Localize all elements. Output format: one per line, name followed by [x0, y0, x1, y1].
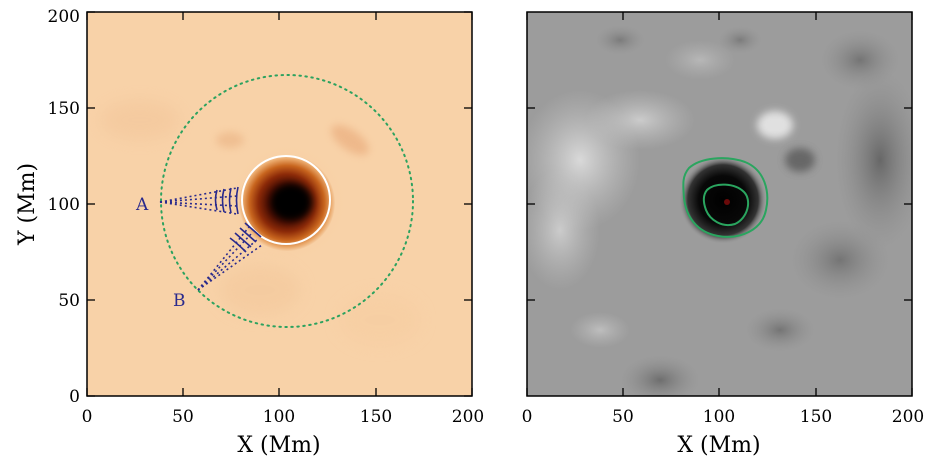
left-panel: A B 0 50 100 150 200 0 50 100 150 200 — [15, 7, 484, 458]
left-x-tick-50: 50 — [172, 407, 194, 427]
penumbra-boundary-circle — [241, 155, 331, 245]
right-x-axis-title: X (Mm) — [677, 433, 760, 458]
right-x-ticks — [526, 12, 913, 396]
outer-contour — [682, 157, 769, 238]
spot-center-marker — [724, 199, 730, 205]
umbra — [272, 184, 312, 220]
slit-fan-a — [159, 186, 239, 215]
slit-fan-b — [197, 222, 263, 291]
y-axis-title: Y (Mm) — [15, 163, 40, 246]
right-x-tick-150: 150 — [800, 407, 832, 427]
left-x-tick-0: 0 — [82, 407, 93, 427]
left-y-tick-0: 0 — [69, 387, 80, 407]
left-x-tick-200: 200 — [452, 407, 484, 427]
left-y-tick-150: 150 — [48, 99, 80, 119]
right-x-tick-0: 0 — [522, 407, 533, 427]
left-y-tick-200: 200 — [48, 7, 80, 27]
right-y-ticks — [527, 107, 912, 301]
left-y-tick-50: 50 — [58, 291, 80, 311]
right-panel: 0 50 100 150 200 X (Mm) — [522, 11, 924, 458]
right-x-tick-200: 200 — [892, 407, 924, 427]
left-x-ticks — [86, 12, 473, 396]
left-y-tick-100: 100 — [48, 195, 80, 215]
left-x-tick-100: 100 — [263, 407, 295, 427]
right-x-tick-50: 50 — [612, 407, 634, 427]
magnetogram-image — [527, 12, 912, 396]
magnetogram-spot — [679, 156, 767, 244]
label-b: B — [173, 291, 186, 311]
left-x-tick-150: 150 — [360, 407, 392, 427]
inner-contour — [702, 183, 750, 226]
left-y-ticks — [87, 11, 472, 397]
label-a: A — [135, 195, 149, 215]
left-x-axis-title: X (Mm) — [237, 433, 320, 458]
outer-dotted-circle — [160, 74, 414, 328]
right-x-tick-100: 100 — [703, 407, 735, 427]
